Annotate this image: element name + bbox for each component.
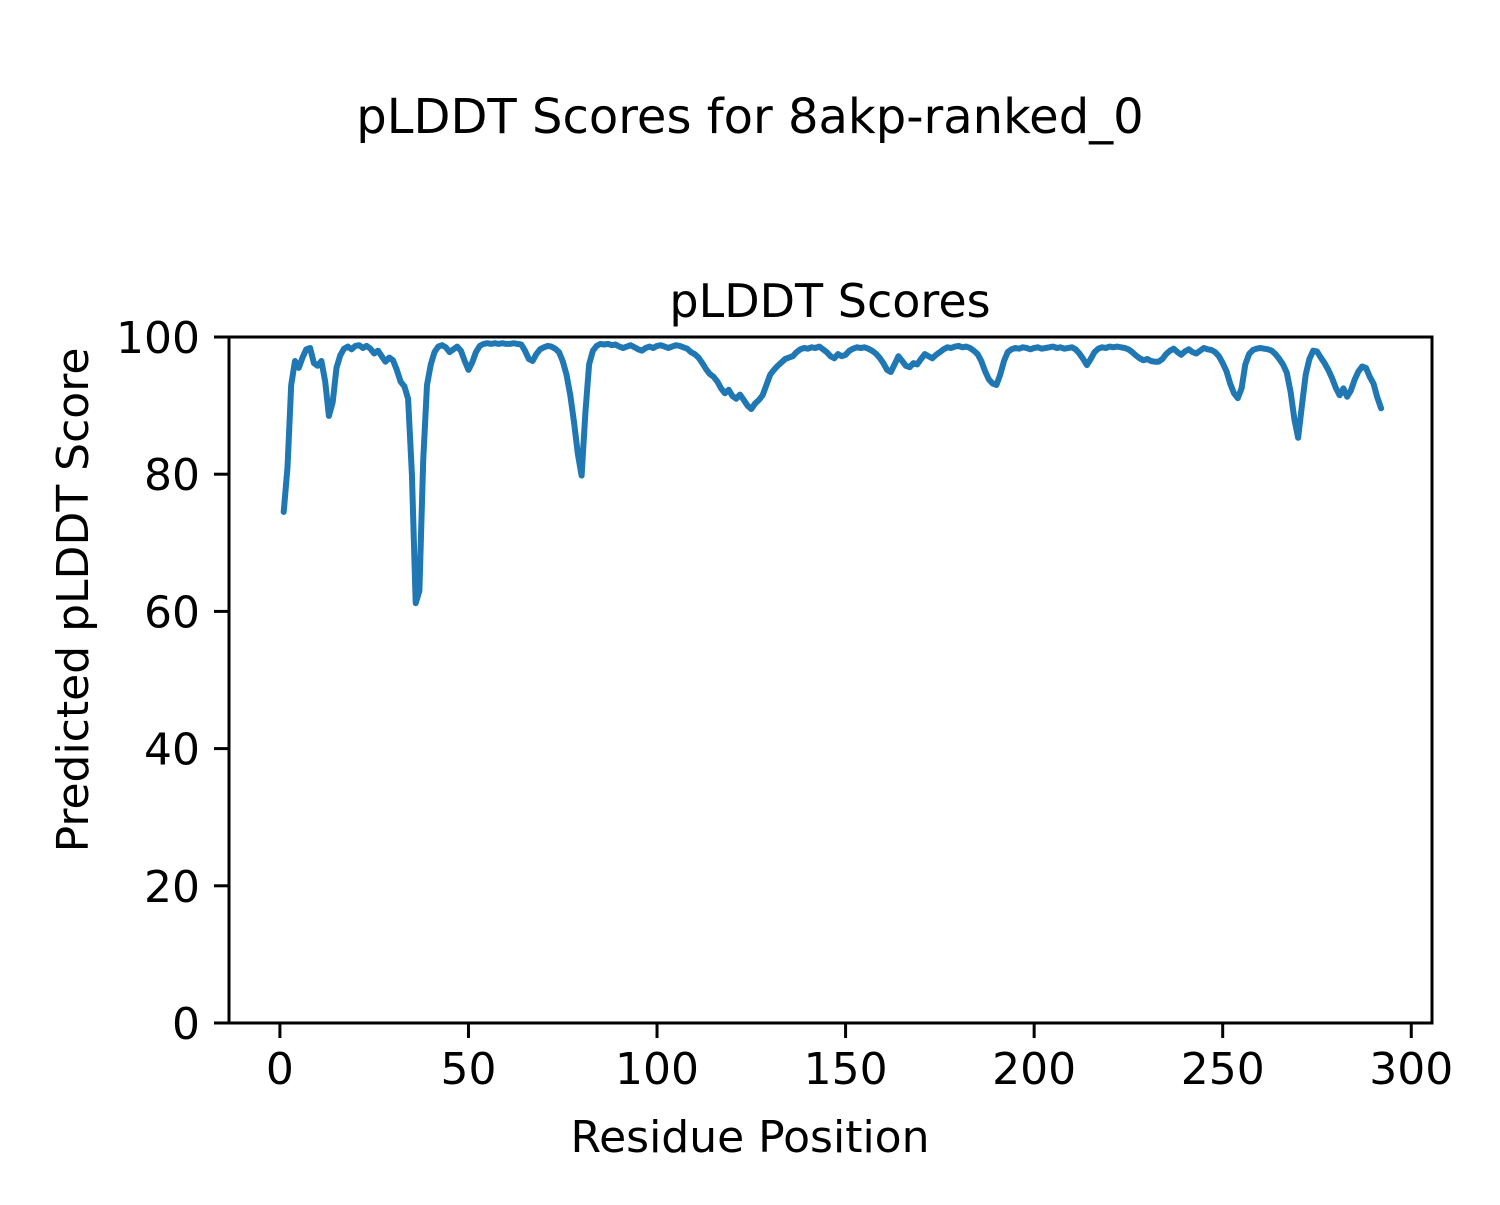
figure-title: pLDDT Scores for 8akp-ranked_0 [356,89,1143,145]
axis-ticks: 0 50 100 150 200 250 300 0 20 40 60 80 100 [116,313,1453,1095]
axes-frame [227,335,1434,1025]
y-tick-label: 60 [144,587,200,638]
y-tick-label: 100 [116,313,200,364]
x-tick-label: 250 [1181,1044,1265,1095]
axes-title: pLDDT Scores [669,274,990,328]
x-tick-label: 50 [440,1044,496,1095]
plddt-line-series [280,340,1385,607]
plot-area [280,340,1385,607]
y-tick-label: 0 [172,999,200,1050]
x-tick-label: 0 [266,1044,294,1095]
x-tick-label: 200 [992,1044,1076,1095]
x-tick-label: 100 [615,1044,699,1095]
x-tick-label: 300 [1369,1044,1453,1095]
x-axis-label: Residue Position [570,1112,929,1163]
x-tick-label: 150 [804,1044,888,1095]
y-tick-label: 20 [144,862,200,913]
y-tick-label: 40 [144,725,200,776]
y-axis-label: Predicted pLDDT Score [48,348,99,853]
y-tick-label: 80 [144,450,200,501]
